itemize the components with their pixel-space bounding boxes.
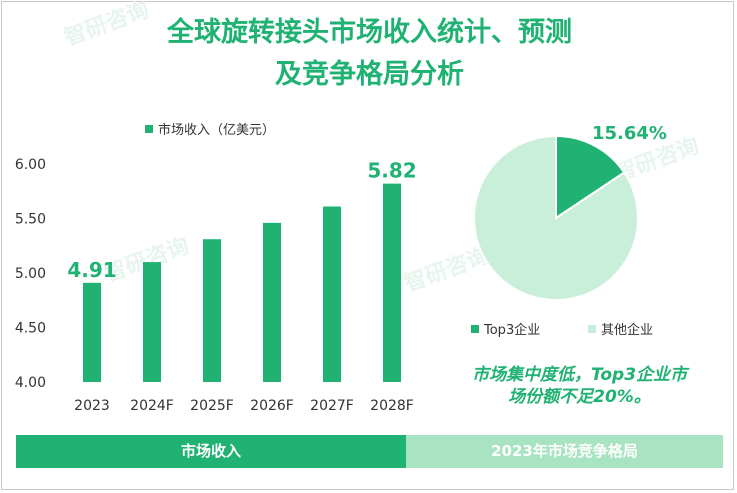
x-tick-label: 2026F bbox=[250, 398, 294, 414]
bar-legend-label: 市场收入（亿美元） bbox=[158, 122, 275, 138]
market-note-line1: 市场集中度低，Top3企业市 bbox=[471, 365, 688, 385]
bar-data-label: 4.91 bbox=[67, 258, 116, 282]
pie-legend-swatch bbox=[471, 325, 479, 333]
chart-title: 全球旋转接头市场收入统计、预测 及竞争格局分析 bbox=[2, 12, 737, 96]
x-tick-label: 2023 bbox=[74, 398, 110, 414]
pie-slice-1 bbox=[473, 134, 639, 301]
pie-slice-0 bbox=[555, 134, 626, 220]
bar-2028F bbox=[383, 183, 401, 382]
footer-right-label: 2023年市场竞争格局 bbox=[406, 435, 723, 468]
market-note: 市场集中度低，Top3企业市 场份额不足20%。 bbox=[432, 364, 727, 408]
pie-legend-swatch bbox=[588, 325, 596, 333]
market-note-line2: 场份额不足20%。 bbox=[508, 387, 651, 407]
bar-chart: 市场收入（亿美元） 4.00 4.50 5.00 5.50 6.00 2023 2024F 20… bbox=[15, 122, 417, 414]
y-tick-label: 5.00 bbox=[15, 266, 46, 282]
bar-legend: 市场收入（亿美元） bbox=[145, 122, 275, 138]
pie-legend: Top3企业 其他企业 bbox=[471, 322, 653, 338]
x-tick-label: 2025F bbox=[190, 398, 234, 414]
bar-2026F bbox=[263, 222, 281, 382]
bar-2023 bbox=[83, 282, 101, 382]
bar-2024F bbox=[143, 262, 161, 382]
y-tick-label: 5.50 bbox=[15, 212, 46, 228]
pie-chart: 15.64% Top3企业 其他企业 bbox=[471, 123, 667, 338]
pie-data-label: 15.64% bbox=[592, 123, 667, 144]
footer-left-label: 市场收入 bbox=[16, 435, 406, 468]
chart-title-line2: 及竞争格局分析 bbox=[275, 59, 464, 90]
x-tick-label: 2028F bbox=[370, 398, 414, 414]
y-tick-label: 4.50 bbox=[15, 321, 46, 337]
y-tick-label: 6.00 bbox=[15, 157, 46, 173]
bar-2027F bbox=[323, 206, 341, 382]
y-tick-label: 4.00 bbox=[15, 375, 46, 391]
chart-title-line1: 全球旋转接头市场收入统计、预测 bbox=[167, 17, 572, 48]
x-tick-label: 2024F bbox=[130, 398, 174, 414]
pie-legend-label: Top3企业 bbox=[483, 322, 540, 338]
bar-legend-swatch bbox=[145, 125, 153, 133]
x-tick-label: 2027F bbox=[310, 398, 354, 414]
bar-data-label: 5.82 bbox=[367, 159, 416, 183]
pie-legend-label: 其他企业 bbox=[601, 322, 653, 338]
bar-2025F bbox=[203, 239, 221, 382]
